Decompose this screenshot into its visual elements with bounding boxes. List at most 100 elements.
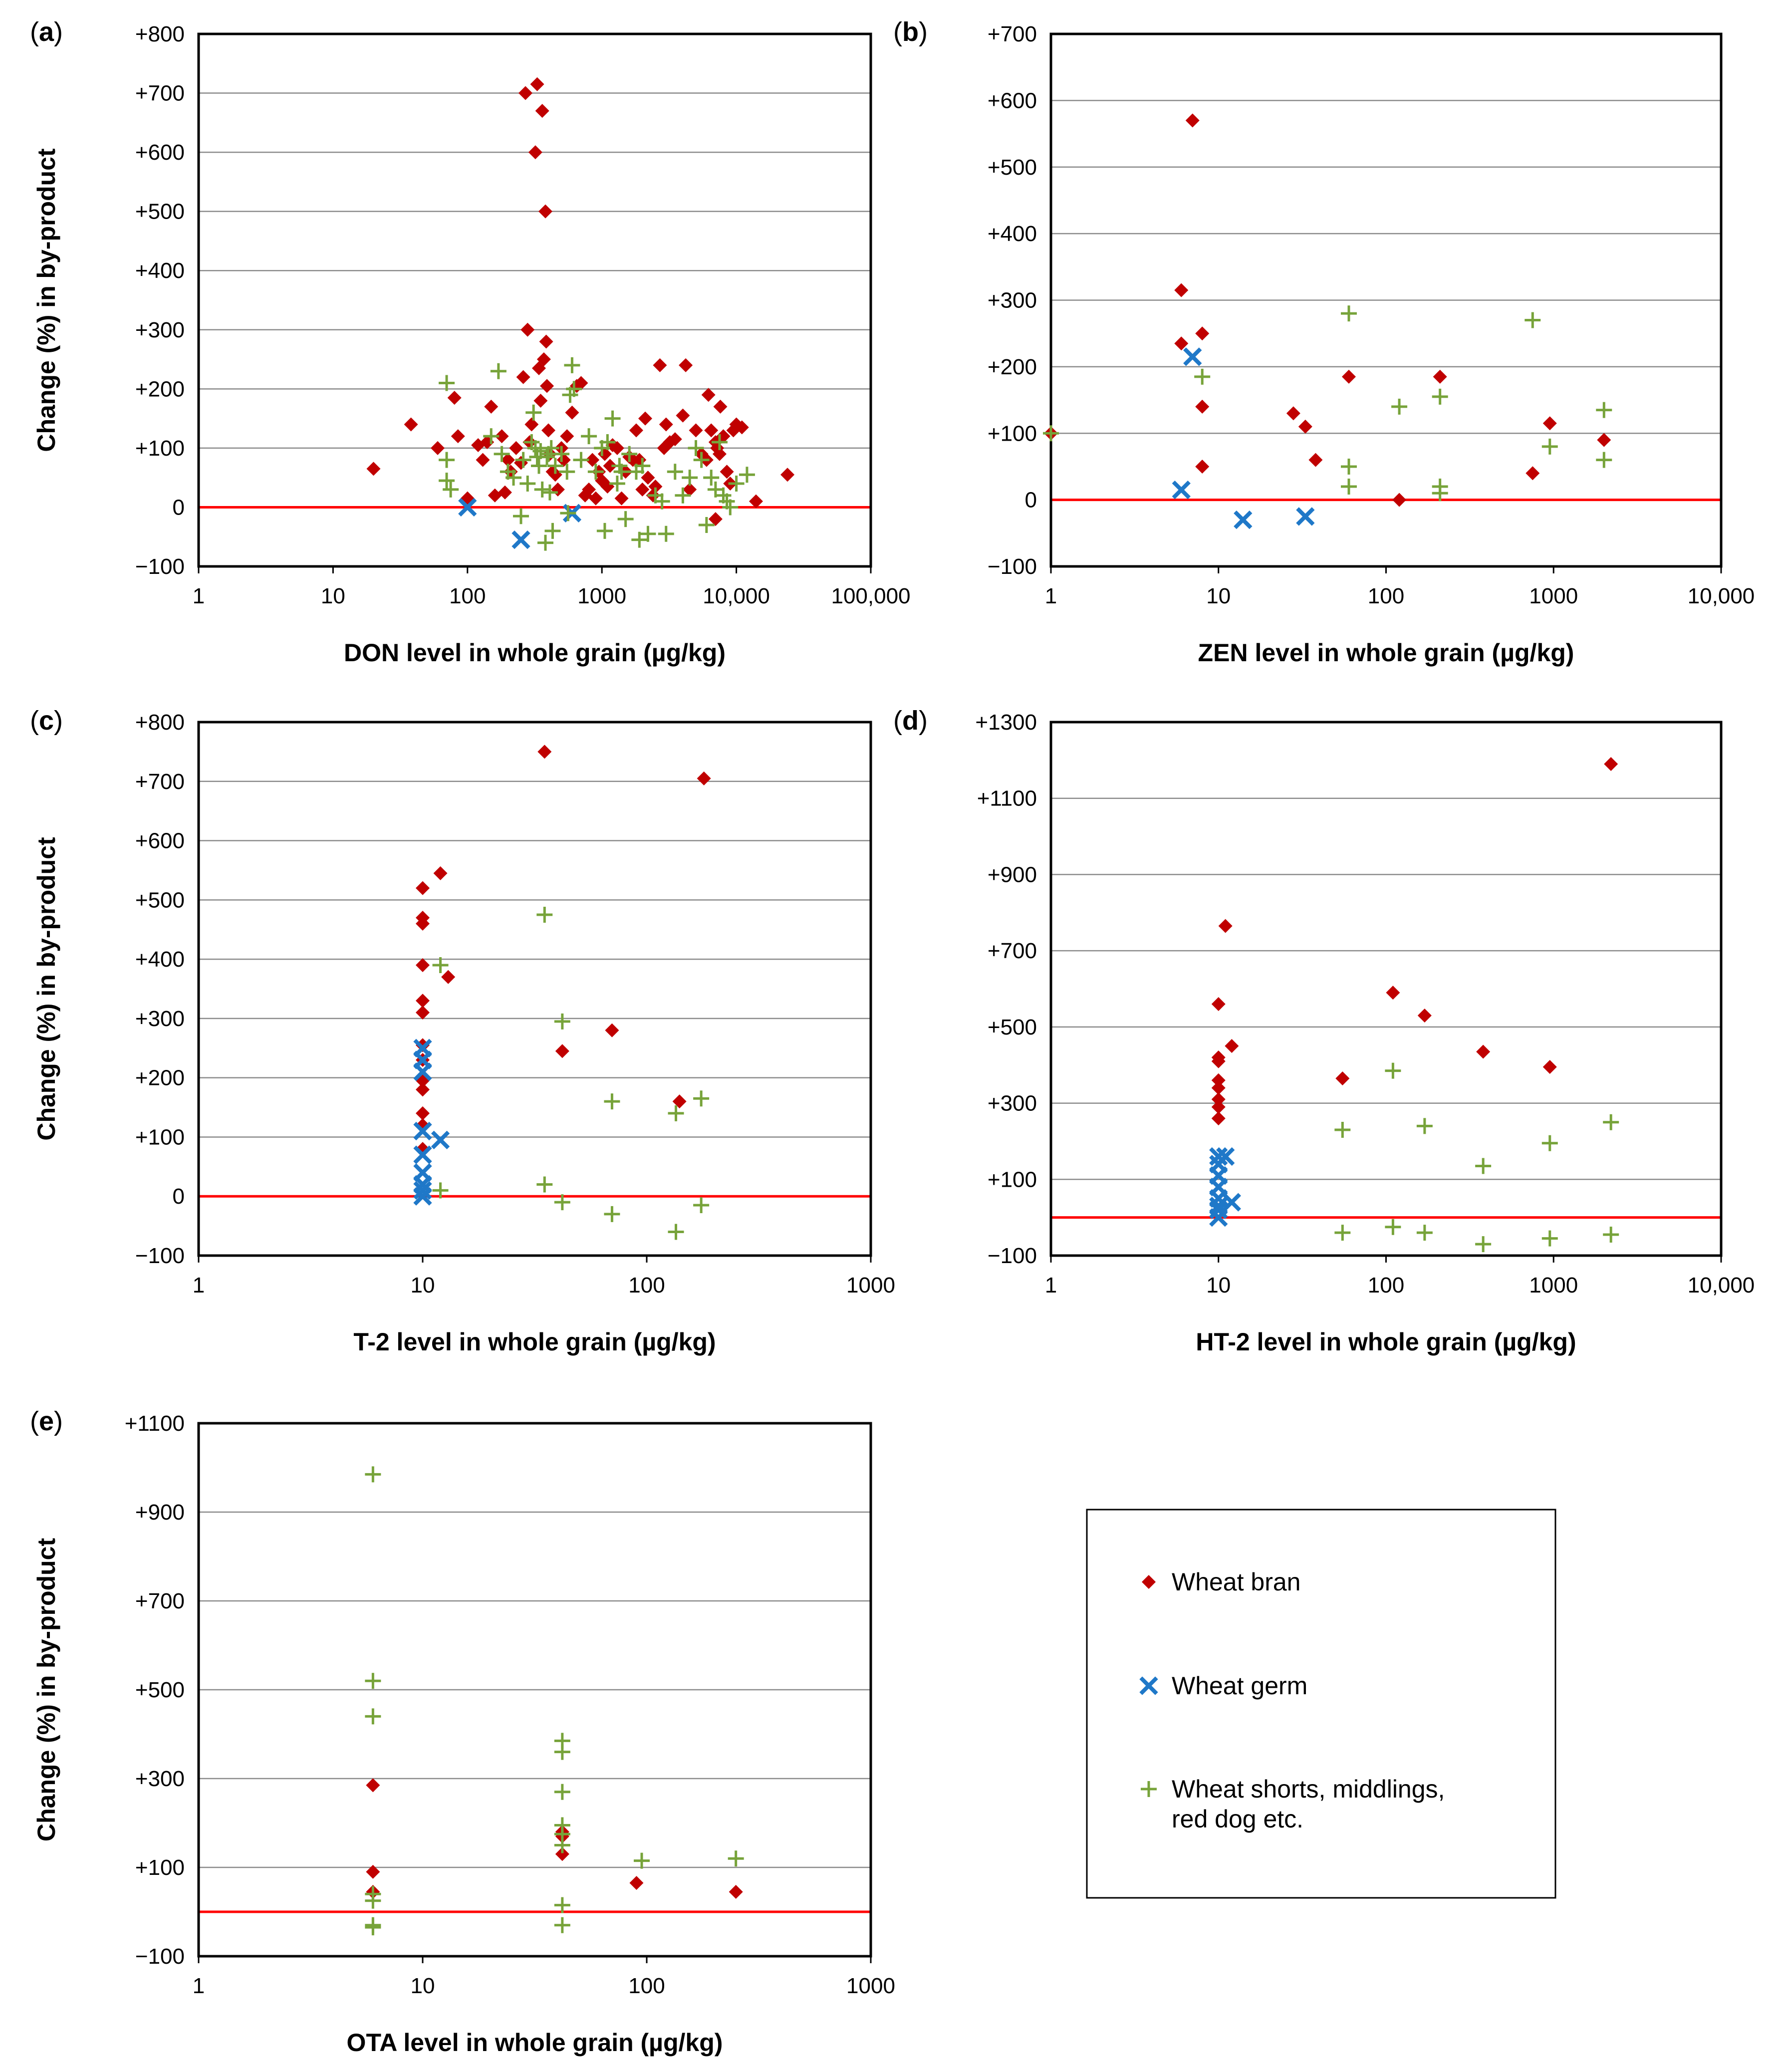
data-point-bran (433, 866, 448, 880)
y-tick-label: +400 (135, 947, 185, 972)
y-tick-label: +200 (135, 1066, 185, 1090)
y-tick-label: +600 (135, 140, 185, 165)
data-point-shorts (525, 404, 542, 421)
data-point-shorts (534, 481, 550, 498)
x-tick-label: 10 (411, 1974, 435, 1998)
data-point-bran (366, 462, 381, 476)
data-point-shorts (658, 525, 674, 542)
data-point-bran (516, 370, 530, 384)
data-point-shorts (688, 440, 704, 456)
x-tick-label: 1000 (846, 1974, 895, 1998)
data-point-shorts (554, 1784, 570, 1800)
data-point-bran (629, 1876, 644, 1890)
series-shorts (1334, 1062, 1619, 1253)
plot-frame (197, 1422, 872, 1958)
legend-label: Wheat germ (1172, 1672, 1307, 1700)
data-point-shorts (547, 458, 563, 474)
plot-frame (1049, 721, 1723, 1257)
data-point-bran (582, 482, 596, 497)
data-point-shorts (1541, 1230, 1558, 1247)
data-point-bran (565, 405, 579, 420)
data-point-bran (535, 104, 549, 118)
data-point-bran (1597, 433, 1611, 447)
series-shorts (365, 1466, 744, 1936)
data-point-bran (1417, 1008, 1432, 1023)
plot-frame (1049, 32, 1723, 568)
y-tick-label: +100 (988, 421, 1037, 446)
data-point-shorts (439, 452, 455, 468)
data-point-shorts (536, 907, 553, 923)
data-point-shorts (513, 508, 529, 524)
data-point-shorts (613, 464, 630, 480)
data-point-bran (447, 391, 462, 405)
series-germ (1172, 347, 1315, 529)
data-point-bran (749, 494, 763, 509)
x-tick-label: 10 (321, 584, 345, 608)
series-germ (413, 1038, 450, 1206)
data-point-shorts (439, 473, 455, 489)
x-tick-label: 100 (1368, 584, 1404, 608)
y-tick-label: +500 (988, 1015, 1037, 1039)
data-point-shorts (554, 1744, 570, 1760)
y-tick-label: +700 (988, 22, 1037, 46)
data-point-bran (416, 1106, 430, 1120)
data-point-germ (1172, 480, 1191, 500)
data-point-shorts (541, 484, 558, 501)
data-point-bran (679, 358, 693, 372)
data-point-shorts (554, 1897, 570, 1913)
x-tick-label: 10 (1206, 1273, 1231, 1297)
y-tick-label: +1100 (977, 786, 1037, 811)
y-tick-label: +600 (135, 829, 185, 853)
data-point-shorts (506, 470, 522, 486)
data-point-bran (720, 465, 734, 479)
data-point-bran (729, 1884, 743, 1899)
data-point-bran (416, 881, 430, 895)
data-point-shorts (604, 1093, 620, 1110)
data-point-shorts (1596, 402, 1612, 418)
legend-label: Wheat shorts, middlings, (1172, 1775, 1445, 1803)
data-point-shorts (365, 1708, 381, 1725)
data-point-bran (524, 417, 539, 432)
y-tick-label: +100 (135, 436, 185, 461)
data-point-bran (416, 1082, 430, 1097)
data-point-shorts (554, 1194, 570, 1211)
data-point-shorts (728, 476, 745, 492)
data-point-bran (431, 441, 445, 455)
data-point-germ (413, 1187, 432, 1206)
data-point-bran (539, 334, 553, 349)
data-point-bran (1342, 369, 1356, 384)
data-point-bran (635, 482, 650, 497)
data-point-shorts (439, 375, 455, 391)
data-point-bran (704, 423, 719, 438)
y-axis-title: Change (%) in by-product (32, 1538, 60, 1842)
data-point-shorts (675, 487, 691, 504)
data-point-shorts (1416, 1225, 1433, 1241)
y-tick-label: +500 (988, 155, 1037, 180)
x-axis-title: T-2 level in whole grain (µg/kg) (353, 1328, 716, 1356)
data-point-bran (404, 417, 418, 432)
data-point-bran (416, 916, 430, 931)
y-tick-label: +700 (135, 770, 185, 794)
data-point-shorts (640, 525, 656, 542)
panel-b: −100 0 +100 +200 +300 +400 +500 +600 +700 1 10 100 1… (893, 17, 1755, 667)
series-bran (1211, 757, 1618, 1126)
data-point-bran (585, 453, 600, 467)
panel-letter: (e) (30, 1406, 63, 1436)
y-tick-label: +600 (988, 88, 1037, 113)
y-tick-label: +900 (988, 862, 1037, 887)
series-germ (1209, 1147, 1241, 1227)
y-tick-label: +300 (988, 1091, 1037, 1116)
data-point-bran (697, 771, 711, 785)
data-point-germ (458, 498, 477, 517)
data-point-shorts (1524, 312, 1541, 328)
data-point-shorts (573, 452, 589, 468)
data-point-shorts (494, 446, 510, 462)
data-point-bran (1335, 1071, 1350, 1085)
data-point-shorts (1603, 1227, 1619, 1243)
data-point-bran (648, 479, 663, 494)
x-tick-label: 1 (1045, 584, 1057, 608)
data-point-shorts (539, 449, 555, 465)
panel-c: −100 0 +100 +200 +300 +400 +500 +600 +700 +800 1 10… (30, 706, 895, 1356)
data-point-shorts (554, 1013, 570, 1030)
data-point-bran (1195, 459, 1210, 474)
